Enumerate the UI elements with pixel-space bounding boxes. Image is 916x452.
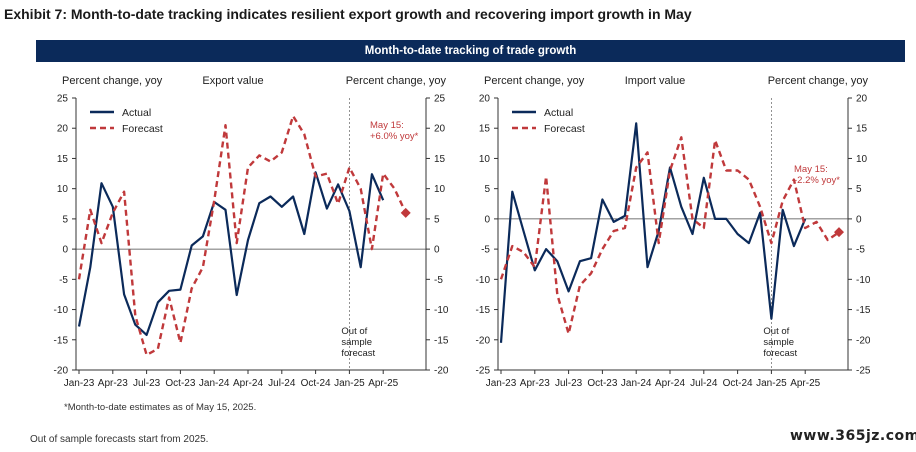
y-tick-label-left: -20 (54, 366, 69, 377)
y-tick-label-left: -25 (476, 366, 491, 377)
y-axis-label-left: Percent change, yoy (484, 75, 585, 87)
y-tick-label-right: -10 (856, 275, 871, 286)
y-tick-label-left: 10 (57, 184, 69, 195)
y-tick-label-right: 15 (434, 154, 446, 165)
y-tick-label-right: -25 (856, 366, 871, 377)
x-tick-label: Apr-23 (98, 378, 128, 389)
y-tick-label-right: -20 (434, 366, 449, 377)
y-tick-label-right: -15 (434, 335, 449, 346)
y-tick-label-left: -15 (476, 305, 491, 316)
y-tick-label-right: 10 (434, 184, 446, 195)
import-value-chart: -25 -25 -20 -20 -15 -15 -10 -10 -5 -5 0 0 5 5 10 10 15 15… (476, 75, 871, 389)
series-line-forecast (77, 114, 407, 357)
y-tick-label-right: -5 (434, 275, 443, 286)
x-tick-label: Jul-24 (690, 378, 718, 389)
panel-title: Import value (625, 75, 686, 87)
x-tick-label: Apr-23 (520, 378, 550, 389)
x-tick-label: Oct-23 (587, 378, 617, 389)
y-tick-label-right: -15 (856, 305, 871, 316)
out-of-sample-label: sample (763, 337, 794, 348)
x-tick-label: Jul-24 (268, 378, 296, 389)
x-tick-label: Jan-25 (334, 378, 365, 389)
y-tick-label-left: 0 (484, 214, 490, 225)
legend-label-actual: Actual (122, 107, 151, 119)
y-tick-label-left: -10 (54, 305, 69, 316)
y-tick-label-right: 5 (856, 184, 862, 195)
x-tick-label: Jan-23 (486, 378, 517, 389)
y-tick-label-right: 20 (856, 94, 868, 105)
y-tick-label-right: 20 (434, 124, 446, 135)
out-of-sample-label: Out of (763, 326, 789, 337)
legend-label-forecast: Forecast (544, 123, 585, 135)
y-tick-label-left: 0 (62, 245, 68, 256)
series-line-actual (77, 171, 385, 336)
y-axis-label-right: Percent change, yoy (768, 75, 869, 87)
y-tick-label-right: 25 (434, 94, 446, 105)
y-tick-label-right: -10 (434, 305, 449, 316)
x-tick-label: Apr-24 (655, 378, 685, 389)
y-tick-label-left: 20 (479, 94, 491, 105)
forecast-endpoint-marker (834, 227, 844, 238)
bottom-note: Out of sample forecasts start from 2025. (30, 434, 209, 445)
export-value-chart: -20 -20 -15 -15 -10 -10 -5 -5 0 0 5 5 10 10 15 15 20 20 25… (54, 75, 449, 389)
y-tick-label-right: -20 (856, 335, 871, 346)
forecast-endpoint-marker (400, 207, 411, 218)
legend-label-actual: Actual (544, 107, 573, 119)
footnote: *Month-to-date estimates as of May 15, 2… (64, 402, 257, 413)
y-tick-label-left: 25 (57, 94, 69, 105)
out-of-sample-label: forecast (341, 348, 375, 359)
y-tick-label-left: -10 (476, 275, 491, 286)
y-tick-label-left: 15 (57, 154, 69, 165)
y-tick-label-left: 5 (62, 214, 68, 225)
x-tick-label: Apr-25 (368, 378, 398, 389)
forecast-annotation: May 15: (794, 164, 828, 175)
x-tick-label: Jul-23 (555, 378, 583, 389)
y-axis-label-right: Percent change, yoy (346, 75, 447, 87)
y-tick-label-right: 0 (434, 245, 440, 256)
exhibit-title: Exhibit 7: Month-to-date tracking indica… (4, 6, 692, 22)
x-tick-label: Jan-24 (621, 378, 652, 389)
y-tick-label-left: 5 (484, 184, 490, 195)
forecast-annotation: May 15: (370, 120, 404, 131)
legend-label-forecast: Forecast (122, 123, 163, 135)
y-tick-label-left: 15 (479, 124, 491, 135)
forecast-annotation: -2.2% yoy* (794, 175, 840, 186)
y-axis-label-left: Percent change, yoy (62, 75, 163, 87)
x-tick-label: Jan-23 (64, 378, 95, 389)
x-tick-label: Oct-24 (723, 378, 753, 389)
out-of-sample-label: Out of (341, 326, 367, 337)
x-tick-label: Jan-25 (756, 378, 787, 389)
y-tick-label-left: -15 (54, 335, 69, 346)
y-tick-label-left: 10 (479, 154, 491, 165)
x-tick-label: Apr-25 (790, 378, 820, 389)
y-tick-label-left: -5 (481, 245, 490, 256)
panel-title: Export value (202, 75, 263, 87)
y-tick-label-right: -5 (856, 245, 865, 256)
x-tick-label: Jul-23 (133, 378, 161, 389)
forecast-annotation: +6.0% yoy* (370, 131, 419, 142)
y-tick-label-right: 0 (856, 214, 862, 225)
series-line-actual (499, 122, 807, 343)
out-of-sample-label: sample (341, 337, 372, 348)
y-tick-label-right: 5 (434, 214, 440, 225)
x-tick-label: Oct-24 (301, 378, 331, 389)
out-of-sample-label: forecast (763, 348, 797, 359)
watermark: www.365jz.com (790, 428, 916, 444)
x-tick-label: Oct-23 (165, 378, 195, 389)
y-tick-label-left: 20 (57, 124, 69, 135)
y-tick-label-right: 15 (856, 124, 868, 135)
x-tick-label: Jan-24 (199, 378, 230, 389)
chart-banner-title: Month-to-date tracking of trade growth (36, 40, 905, 62)
y-tick-label-right: 10 (856, 154, 868, 165)
y-tick-label-left: -5 (59, 275, 68, 286)
y-tick-label-left: -20 (476, 335, 491, 346)
x-tick-label: Apr-24 (233, 378, 263, 389)
